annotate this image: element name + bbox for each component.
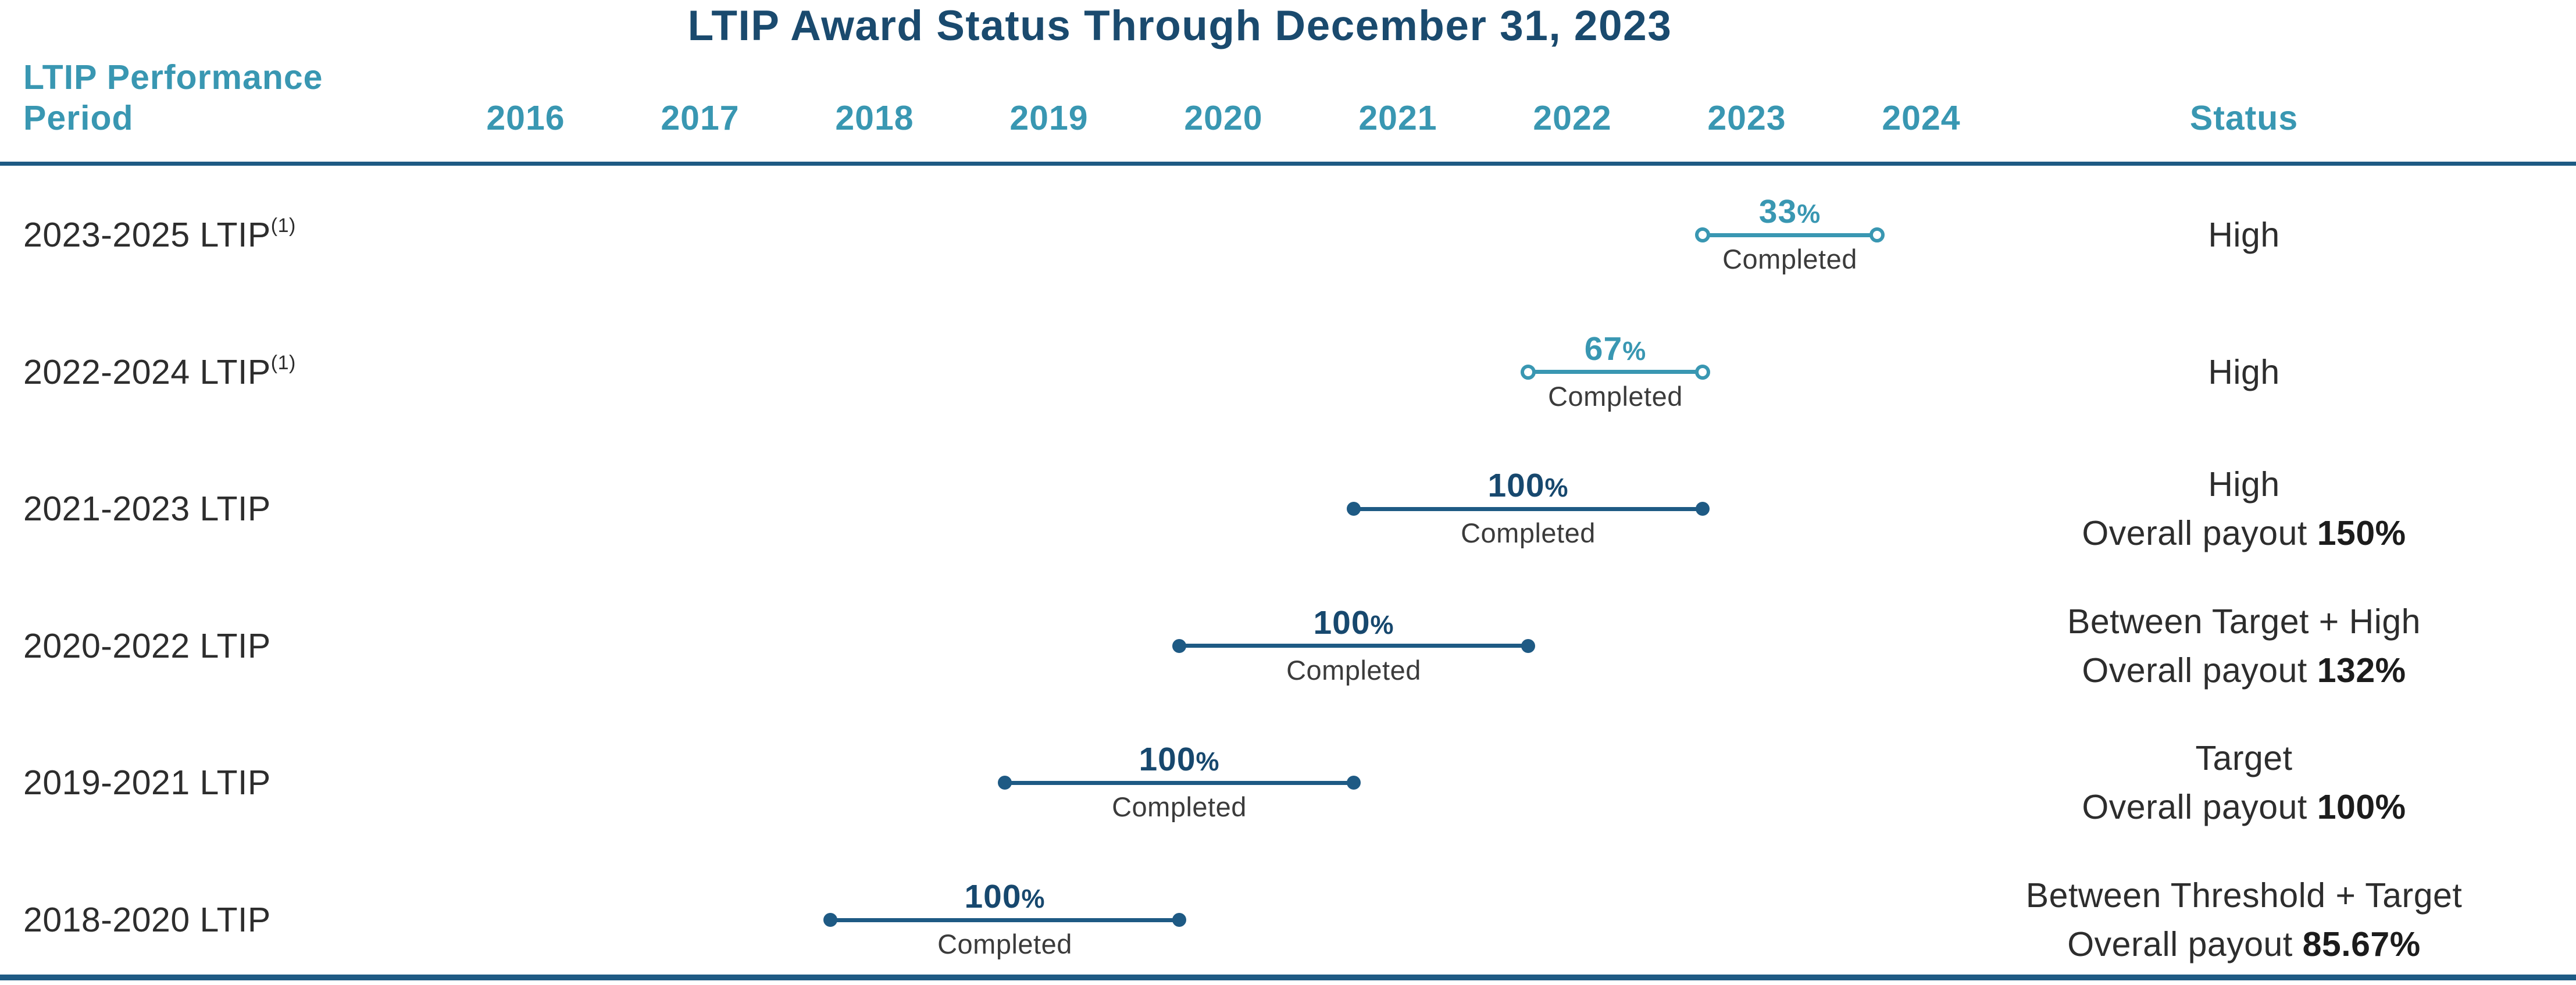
header-divider-line	[0, 162, 2576, 166]
bar-endpoint-dot	[823, 913, 837, 927]
bar-endpoint-dot	[998, 776, 1012, 790]
status-cell: Between Threshold + Target Overall payout…	[2026, 871, 2462, 969]
progress-bar	[1179, 644, 1528, 648]
completed-caption: Completed	[937, 929, 1072, 959]
year-header-2017: 2017	[661, 99, 740, 137]
progress-bar	[1354, 506, 1703, 511]
status-line: Target	[2195, 739, 2293, 778]
status-line: High	[2208, 465, 2280, 504]
percent-complete-label: 100%	[1313, 604, 1394, 641]
completed-caption: Completed	[1548, 380, 1683, 412]
percent-complete-label: 67%	[1584, 330, 1647, 367]
bar-endpoint-dot	[1521, 638, 1535, 653]
percent-complete-label: 100%	[1487, 467, 1569, 505]
status-line: Between Target + High	[2067, 602, 2421, 641]
chart-title: LTIP Award Status Through December 31, 2…	[687, 2, 1672, 49]
status-line: Overall payout 132%	[2082, 651, 2406, 690]
progress-bar	[1005, 780, 1354, 785]
status-line: Overall payout 100%	[2082, 788, 2406, 827]
row-label-2023-2025-ltip: 2023-2025 LTIP(1)	[23, 215, 296, 254]
bar-endpoint-dot	[1869, 227, 1885, 242]
status-line: High	[2208, 352, 2280, 391]
status-line: High	[2208, 216, 2280, 254]
status-column-header: Status	[2189, 99, 2299, 137]
bar-endpoint-dot	[1695, 227, 1710, 242]
year-header-2019: 2019	[1009, 99, 1089, 137]
status-cell: Between Target + High Overall payout 132%	[2067, 597, 2421, 695]
bar-endpoint-dot	[1695, 364, 1710, 380]
bar-endpoint-dot	[1521, 364, 1536, 380]
status-line: Between Threshold + Target	[2025, 876, 2463, 915]
year-header-2020: 2020	[1184, 99, 1263, 137]
year-header-2022: 2022	[1533, 99, 1612, 137]
year-header-2018: 2018	[835, 99, 914, 137]
period-header-line1: LTIP Performance	[23, 58, 323, 97]
progress-bar	[1703, 233, 1877, 237]
percent-complete-label: 100%	[1139, 741, 1220, 779]
year-header-2024: 2024	[1882, 99, 1961, 137]
footnote-marker: (1)	[270, 215, 296, 237]
status-cell: High Overall payout 150%	[2082, 460, 2406, 558]
status-line: Overall payout 150%	[2082, 514, 2406, 553]
completed-caption: Completed	[1286, 654, 1421, 686]
row-label-2018-2020-ltip: 2018-2020 LTIP	[23, 901, 271, 939]
year-header-2023: 2023	[1707, 99, 1786, 137]
status-cell: High	[2208, 348, 2279, 397]
status-cell: Target Overall payout 100%	[2082, 734, 2406, 831]
status-cell: High	[2208, 210, 2279, 259]
bar-endpoint-dot	[1347, 502, 1361, 516]
progress-bar	[830, 918, 1179, 922]
bar-endpoint-dot	[1172, 913, 1186, 927]
row-label-2020-2022-ltip: 2020-2022 LTIP	[23, 626, 271, 665]
footnote-marker: (1)	[270, 351, 296, 374]
bar-endpoint-dot	[1172, 638, 1186, 653]
period-header-line2: Period	[23, 99, 134, 137]
bar-endpoint-dot	[1696, 502, 1710, 516]
row-label-2022-2024-ltip: 2022-2024 LTIP(1)	[23, 351, 296, 391]
year-header-2016: 2016	[486, 99, 565, 137]
period-column-header: LTIP Performance Period	[23, 57, 323, 138]
completed-caption: Completed	[1461, 518, 1596, 549]
status-line: Overall payout 85.67%	[2067, 925, 2421, 963]
row-label-2021-2023-ltip: 2021-2023 LTIP	[23, 490, 271, 529]
percent-complete-label: 33%	[1758, 193, 1821, 230]
percent-complete-label: 100%	[964, 878, 1046, 915]
completed-caption: Completed	[1722, 244, 1857, 274]
bottom-divider-line	[0, 975, 2576, 980]
year-header-2021: 2021	[1358, 99, 1437, 137]
completed-caption: Completed	[1112, 791, 1247, 823]
bar-endpoint-dot	[1347, 776, 1361, 790]
progress-bar	[1528, 370, 1703, 374]
row-label-2019-2021-ltip: 2019-2021 LTIP	[23, 763, 271, 802]
